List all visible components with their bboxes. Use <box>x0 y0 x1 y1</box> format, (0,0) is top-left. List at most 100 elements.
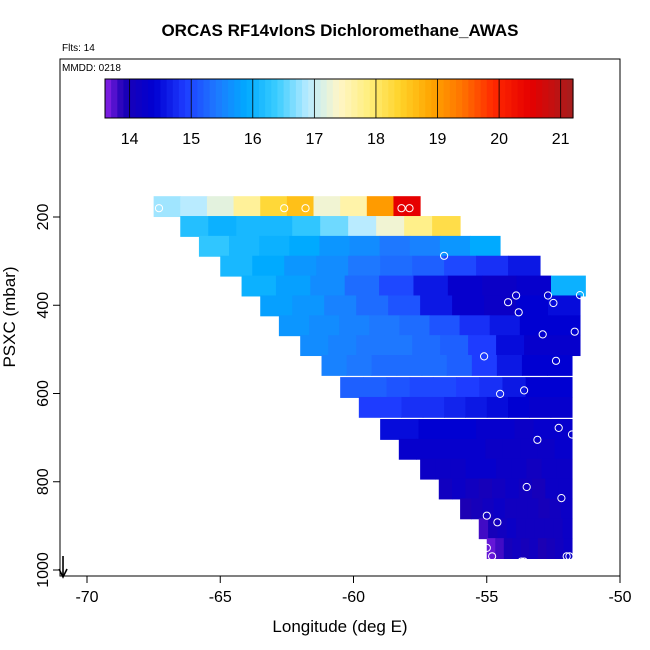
heatmap-cell <box>358 396 381 418</box>
heatmap-cell <box>180 196 208 218</box>
sample-marker <box>514 308 523 317</box>
colorbar-segment <box>308 79 315 118</box>
heatmap-cell <box>511 458 527 480</box>
colorbar-segment <box>302 79 309 118</box>
colorbar-segment <box>357 79 365 118</box>
heatmap-cell <box>328 335 357 357</box>
heatmap-cell <box>420 295 453 317</box>
colorbar-tick-label: 16 <box>244 131 262 148</box>
heatmap-cell <box>380 419 400 440</box>
heatmap-cell <box>259 235 290 257</box>
heatmap-cell <box>525 377 550 398</box>
colorbar-segment <box>271 79 279 118</box>
heatmap-cell <box>549 315 581 337</box>
sample-marker <box>301 204 310 213</box>
heatmap-cell <box>496 355 523 376</box>
heatmap-cell <box>388 295 421 317</box>
heatmap-cell <box>516 295 549 317</box>
heatmap-cell <box>363 377 388 398</box>
sample-marker <box>520 557 529 566</box>
colorbar-segment <box>203 79 211 118</box>
colorbar-segment <box>425 79 432 118</box>
sample-marker <box>280 204 289 213</box>
colorbar-segment <box>339 79 346 118</box>
heatmap-cell <box>439 235 471 257</box>
heatmap-cell <box>401 396 424 418</box>
colorbar-tick-label: 19 <box>429 131 447 148</box>
colorbar-segment <box>326 79 334 118</box>
heatmap-cell <box>476 255 509 277</box>
heatmap-cell <box>371 355 398 376</box>
heatmap-cell <box>440 335 469 357</box>
colorbar-tick-label: 14 <box>121 131 139 148</box>
heatmap-cell <box>524 335 553 357</box>
heatmap-cell <box>412 255 445 277</box>
x-tick-label: -65 <box>209 589 232 606</box>
colorbar-segment <box>536 79 543 118</box>
heatmap-cell <box>289 235 320 257</box>
heatmap-cell <box>379 235 411 257</box>
heatmap-cell <box>241 275 277 297</box>
heatmap-cell <box>380 255 413 277</box>
heatmap-cell <box>320 216 349 237</box>
heatmap-cell <box>356 295 389 317</box>
colorbar-segment <box>197 79 205 118</box>
colorbar-segment <box>511 79 519 118</box>
heatmap-cell <box>514 419 535 440</box>
heatmap-cell <box>438 478 453 500</box>
heatmap-cell <box>422 396 445 418</box>
heatmap-cell <box>404 216 433 237</box>
colorbar-segment <box>222 79 229 118</box>
colorbar-segment <box>566 79 574 118</box>
colorbar-segment <box>215 79 223 118</box>
sample-marker <box>551 356 561 365</box>
colorbar-segment <box>351 79 359 118</box>
colorbar-segment <box>480 79 488 118</box>
colorbar-segment <box>505 79 513 118</box>
x-tick-label: -60 <box>342 589 365 606</box>
x-tick-label: -50 <box>608 589 631 606</box>
heatmap-cell <box>486 538 496 559</box>
y-tick-label: 800 <box>35 468 52 495</box>
heatmap-cell <box>553 518 564 540</box>
x-axis-label: Longitude (deg E) <box>272 617 407 636</box>
colorbar-segment <box>135 79 143 118</box>
colorbar-segment <box>283 79 291 118</box>
colorbar-segment <box>117 79 125 118</box>
heatmap-cell <box>550 275 586 297</box>
colorbar-segment <box>148 79 155 118</box>
heatmap-cell <box>456 419 477 440</box>
heatmap-cell <box>516 498 528 520</box>
heatmap-cell <box>469 235 501 257</box>
heatmap-cell <box>409 377 434 398</box>
colorbar-frame <box>104 78 574 119</box>
heatmap-cell <box>432 216 461 237</box>
heatmap-cell <box>409 235 441 257</box>
date-annotation: MMDD: 0218 <box>62 63 121 74</box>
heatmap-cell <box>502 377 527 398</box>
heatmap-cell <box>452 295 485 317</box>
colorbar-segment <box>474 79 482 118</box>
heatmap-cell <box>529 538 539 559</box>
heatmap-cell <box>489 315 521 337</box>
heatmap-cell <box>310 275 346 297</box>
heatmap-cell <box>369 315 400 337</box>
heatmap-cell <box>356 335 385 357</box>
heatmap-cell <box>544 518 554 540</box>
heatmap-cell <box>538 498 551 520</box>
heatmap-cell <box>180 216 209 237</box>
x-tick-label: -70 <box>75 589 98 606</box>
heatmap-cell <box>479 377 503 398</box>
heatmap-cell <box>478 518 489 540</box>
heatmap-cell <box>418 419 439 440</box>
y-tick-label: 1000 <box>35 552 52 588</box>
heatmap-cell <box>508 396 530 418</box>
heatmap-cell <box>437 419 458 440</box>
heatmap-cell <box>316 255 349 277</box>
heatmap-cell <box>198 235 230 257</box>
colorbar-segment <box>437 79 445 118</box>
colorbar-ticks: 14 15 16 17 18 19 20 21 <box>121 79 570 148</box>
colorbar-segment <box>375 79 383 118</box>
heatmap-cell <box>465 458 482 480</box>
colorbar-segment <box>462 79 469 118</box>
